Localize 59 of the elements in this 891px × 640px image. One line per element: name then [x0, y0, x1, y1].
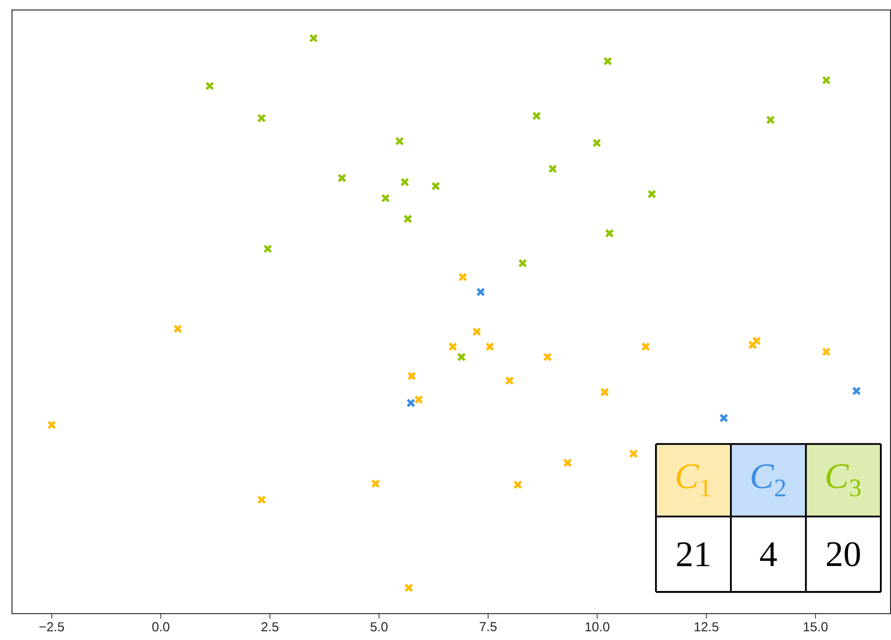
point	[766, 116, 775, 125]
point	[458, 272, 468, 282]
point	[448, 342, 458, 352]
point	[263, 244, 272, 254]
annotation: 20	[826, 542, 860, 566]
point	[400, 178, 410, 187]
point	[403, 214, 412, 224]
point	[513, 480, 522, 490]
annotation: 4	[760, 542, 777, 566]
point	[47, 420, 56, 430]
point	[563, 458, 572, 468]
point	[822, 76, 831, 85]
point	[485, 342, 494, 352]
series-label: C$_{1}$	[676, 464, 710, 496]
point	[604, 228, 614, 238]
point	[752, 336, 762, 346]
text: C$_{3}$	[826, 464, 861, 497]
point	[431, 182, 440, 191]
annotation: 21	[677, 542, 710, 566]
point	[543, 352, 552, 362]
x-tick-label: 10.0	[586, 622, 610, 632]
point	[518, 258, 528, 268]
x-tick-label: 5.0	[370, 622, 388, 632]
point	[476, 288, 486, 297]
point	[822, 348, 831, 356]
point	[719, 414, 728, 423]
point	[852, 386, 861, 396]
point	[309, 34, 318, 43]
point	[748, 340, 758, 350]
x-tick-label: −2.5	[40, 622, 64, 632]
point	[647, 190, 656, 199]
point	[603, 56, 612, 66]
x-tick-label: 0.0	[152, 622, 170, 632]
point	[628, 449, 638, 458]
point	[257, 495, 266, 504]
point	[205, 82, 214, 91]
point	[548, 164, 558, 174]
point	[641, 342, 650, 352]
point	[457, 352, 466, 362]
point	[532, 112, 542, 121]
point	[381, 194, 390, 203]
point	[472, 327, 482, 336]
point	[407, 372, 416, 381]
point	[337, 174, 346, 183]
point	[257, 114, 266, 123]
point	[600, 388, 610, 397]
series-label: C$_{2}$	[752, 464, 786, 496]
x-tick-label: 7.5	[480, 622, 497, 632]
point	[395, 136, 404, 146]
point	[406, 398, 416, 408]
x-tick-label: 2.5	[262, 622, 278, 632]
point	[592, 138, 602, 148]
x-tick-label: 15.0	[804, 622, 828, 632]
point	[414, 395, 424, 404]
x-tick-label: 12.5	[694, 622, 718, 632]
point	[173, 324, 182, 334]
point	[505, 376, 514, 386]
point	[404, 583, 414, 592]
point	[371, 479, 380, 488]
